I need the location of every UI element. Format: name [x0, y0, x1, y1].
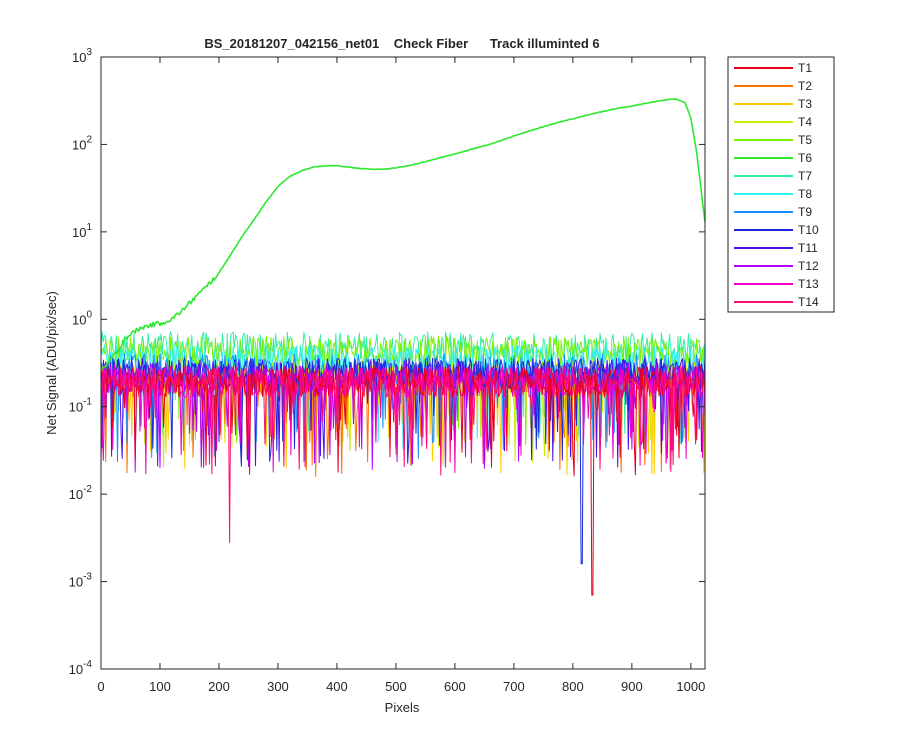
- y-tick-base: 10: [72, 137, 86, 152]
- y-tick-base: 10: [72, 225, 86, 240]
- x-tick-label: 500: [385, 679, 407, 694]
- legend-box: [727, 56, 835, 313]
- series-line-t14: [100, 366, 706, 543]
- y-tick-exponent: -1: [83, 397, 92, 408]
- plot-axes-box: [100, 56, 706, 670]
- legend-label-t10: T10: [798, 223, 819, 237]
- x-tick-label: 0: [97, 679, 104, 694]
- y-tick-label: 10-1: [69, 397, 93, 415]
- legend-label-t3: T3: [798, 97, 812, 111]
- y-tick-exponent: -4: [83, 659, 92, 670]
- chart-title: BS_20181207_042156_net01 Check Fiber Tra…: [204, 36, 599, 51]
- y-tick-exponent: 3: [86, 47, 92, 58]
- x-axis-ticks: 0 100 200 300 400 500 600 700 800 900 1000: [97, 57, 705, 694]
- y-tick-label: 101: [72, 222, 92, 240]
- legend-label-t2: T2: [798, 79, 812, 93]
- x-tick-label: 900: [621, 679, 643, 694]
- legend-label-t4: T4: [798, 115, 812, 129]
- x-tick-label: 100: [149, 679, 171, 694]
- y-tick-label: 10-4: [69, 659, 93, 677]
- y-tick-exponent: 0: [86, 309, 92, 320]
- x-tick-label: 400: [326, 679, 348, 694]
- y-tick-label: 103: [72, 47, 92, 65]
- legend-label-t5: T5: [798, 133, 812, 147]
- x-tick-label: 600: [444, 679, 466, 694]
- legend-label-t1: T1: [798, 61, 812, 75]
- y-tick-base: 10: [69, 662, 83, 677]
- y-tick-label: 10-2: [69, 484, 93, 502]
- x-tick-label: 700: [503, 679, 525, 694]
- y-tick-base: 10: [69, 487, 83, 502]
- y-tick-base: 10: [69, 575, 83, 590]
- y-tick-label: 102: [72, 134, 92, 152]
- legend-label-t12: T12: [798, 259, 819, 273]
- y-axis-label: Net Signal (ADU/pix/sec): [44, 291, 59, 435]
- legend-label-t6: T6: [798, 151, 812, 165]
- y-tick-base: 10: [69, 400, 83, 415]
- x-tick-label: 800: [562, 679, 584, 694]
- y-tick-exponent: 2: [86, 134, 92, 145]
- x-tick-label: 1000: [676, 679, 705, 694]
- legend-label-t11: T11: [798, 241, 818, 255]
- x-tick-label: 200: [208, 679, 230, 694]
- plot-traces: [100, 98, 706, 596]
- y-tick-base: 10: [72, 312, 86, 327]
- x-axis-label: Pixels: [385, 700, 420, 715]
- y-tick-exponent: -3: [83, 572, 92, 583]
- legend-label-t9: T9: [798, 205, 812, 219]
- series-line-t6: [100, 98, 706, 372]
- legend-label-t8: T8: [798, 187, 812, 201]
- y-tick-label: 10-3: [69, 572, 93, 590]
- y-tick-exponent: 1: [86, 222, 92, 233]
- legend-label-t7: T7: [798, 169, 812, 183]
- y-tick-label: 100: [72, 309, 92, 327]
- legend-label-t14: T14: [798, 295, 819, 309]
- legend-label-t13: T13: [798, 277, 819, 291]
- y-tick-base: 10: [72, 50, 86, 65]
- series-line-t1: [100, 366, 706, 596]
- y-tick-exponent: -2: [83, 484, 92, 495]
- x-tick-label: 300: [267, 679, 289, 694]
- legend: T1 T2 T3 T4 T5 T6 T7 T8 T9 T10 T11 T12 T13 T14: [734, 61, 819, 309]
